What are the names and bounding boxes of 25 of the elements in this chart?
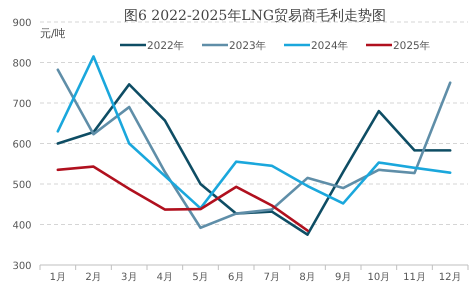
legend-label: 2023年 [229,40,267,52]
x-tick-label: 7月 [264,272,280,283]
x-tick-label: 8月 [299,272,316,283]
x-tick-label: 5月 [192,272,209,283]
x-tick-label: 1月 [50,272,66,283]
chart-title: 图6 2022-2025年LNG贸易商毛利走势图 [124,8,386,24]
y-tick-label: 300 [12,261,32,272]
y-tick-label: 900 [12,18,32,29]
y-tick-label: 700 [12,99,32,110]
y-tick-label: 600 [12,140,32,150]
x-tick-label: 4月 [156,272,174,283]
legend-label: 2024年 [311,40,349,52]
x-tick-label: 10月 [367,272,390,283]
x-tick-label: 11月 [403,272,426,283]
y-tick-label: 400 [12,220,32,232]
legend-label: 2022年 [147,40,185,52]
x-tick-label: 3月 [120,272,138,283]
x-tick-label: 2月 [85,272,102,283]
y-axis-title: 元/吨 [40,27,66,40]
x-tick-label: 6月 [228,272,244,283]
x-tick-label: 12月 [438,272,462,283]
x-tick-label: 9月 [334,272,352,283]
y-tick-label: 800 [12,58,32,70]
y-tick-label: 500 [12,180,32,191]
legend-label: 2025年 [393,40,431,52]
